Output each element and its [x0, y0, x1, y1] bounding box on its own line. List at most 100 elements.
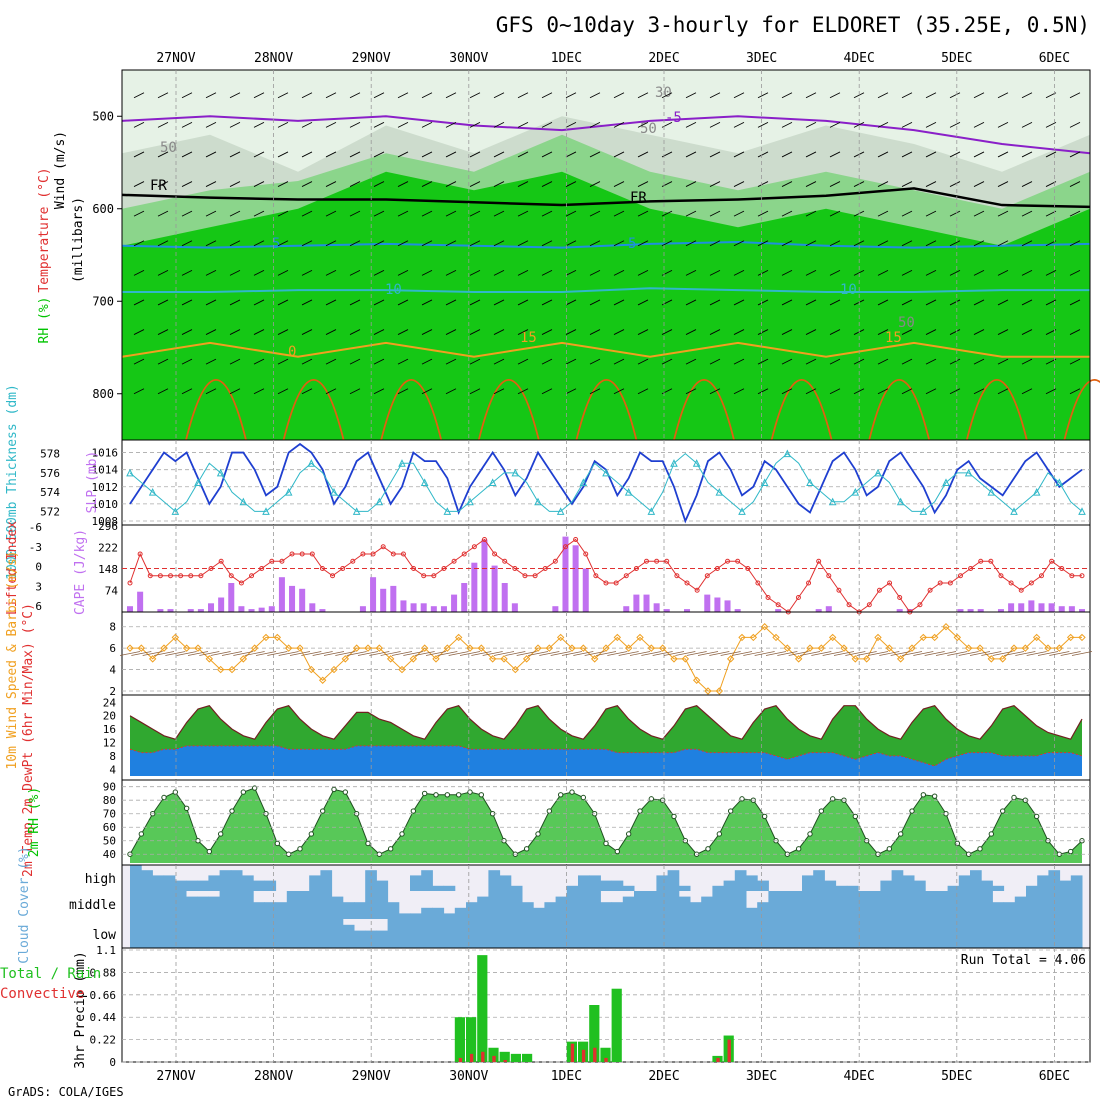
li-point [1038, 573, 1044, 579]
li-point [1049, 558, 1055, 564]
wind-barb [469, 240, 481, 247]
wind-point [579, 644, 588, 652]
li-point [218, 558, 224, 564]
cloud-cell [813, 870, 825, 891]
wind-barb [733, 269, 745, 276]
cloud-cell [1037, 891, 1049, 919]
isotherm-line [121, 341, 1090, 358]
thickness-point [1078, 507, 1086, 515]
wind-barb [901, 388, 913, 395]
wind-barb [277, 388, 289, 395]
wind-barb [157, 329, 169, 335]
cape-bar [896, 609, 903, 612]
li-point [1059, 566, 1065, 571]
wind-barb [709, 92, 721, 99]
wind-barb [380, 651, 401, 656]
thickness-point [284, 488, 293, 496]
wind-barb [973, 121, 985, 128]
wind-barb [301, 240, 313, 247]
wind-barb [517, 151, 529, 158]
cloud-cell [891, 870, 904, 891]
wind-barb [829, 92, 841, 99]
wind-barb [637, 269, 649, 276]
wind-barb [133, 269, 145, 276]
wind-barb [176, 651, 197, 656]
ytick-label: 700 [92, 294, 114, 308]
wind-barb [781, 92, 793, 99]
cape-bar [714, 597, 721, 612]
li-point [957, 573, 963, 579]
cloud-cell [499, 919, 512, 948]
wind-barb [901, 92, 913, 99]
wind-point [624, 644, 633, 652]
thickness-point [216, 468, 225, 477]
bottom-date-label: 6DEC [1039, 1069, 1070, 1084]
cape-bar [268, 606, 275, 612]
wind-barb [1069, 269, 1081, 276]
wind-point [794, 655, 803, 663]
thickness-point [330, 488, 338, 496]
wind-barb [277, 269, 289, 276]
cape-tick: 148 [98, 563, 118, 576]
wind-barb [901, 299, 913, 306]
wind-barb [517, 299, 529, 306]
wind-barb [757, 388, 769, 395]
wind-barb [877, 181, 889, 187]
wind-barb [685, 151, 697, 158]
cloud-cell [533, 919, 545, 948]
wind-point [987, 655, 996, 663]
li-point [654, 558, 660, 564]
cloud-cell [1037, 919, 1049, 948]
wind-barb [349, 388, 361, 395]
cloud-cell [1014, 896, 1027, 919]
wind-barb [589, 181, 601, 187]
cloud-cell [432, 919, 445, 948]
wind-barb [637, 151, 649, 158]
wind-barb [541, 210, 553, 217]
cloud-cell [208, 896, 221, 919]
cloud-cell [712, 891, 725, 919]
convective-bar [716, 1057, 720, 1062]
cloud-cell [286, 919, 299, 948]
wind-barb [877, 388, 889, 395]
wind-point [228, 665, 236, 674]
cloud-cell [387, 902, 400, 919]
cape-bar [430, 606, 437, 612]
wind-barb [856, 651, 877, 656]
cloud-cell [802, 919, 814, 948]
temperature-axis-label: Temperature (°C) [37, 167, 52, 292]
rh-point [580, 794, 587, 801]
cloud-cell [242, 891, 254, 919]
wind-barb [323, 651, 345, 656]
wind-barb [157, 92, 169, 99]
cloud-cell [678, 896, 691, 919]
li-point [573, 537, 579, 542]
wind-point [307, 665, 316, 674]
cloud-cell [186, 880, 198, 891]
contour-label: 10 [840, 282, 857, 298]
wind-barb [781, 210, 793, 217]
wind-point [1010, 644, 1018, 652]
cloud-cell [1048, 891, 1061, 919]
cloud-cell [398, 919, 411, 948]
wind-barb [997, 269, 1009, 276]
cape-bar [704, 594, 711, 612]
rh-point [671, 813, 677, 820]
wind-barb [565, 329, 577, 335]
cloud-cell [398, 913, 411, 919]
cloud-cell [522, 919, 534, 948]
wind-barb [613, 240, 625, 247]
slp-tick: 1008 [92, 515, 119, 528]
thickness-point [851, 488, 860, 496]
cloud-cell [488, 870, 501, 891]
wind-barb [205, 329, 217, 335]
top-date-label: 5DEC [941, 51, 972, 66]
thickness-line [129, 452, 1083, 513]
wind-barb [133, 329, 145, 335]
top-date-label: 2DEC [648, 51, 679, 66]
wind-point [1044, 644, 1052, 652]
cloud-cell [186, 919, 198, 948]
rh-point [319, 808, 326, 814]
rh-point [274, 840, 281, 847]
